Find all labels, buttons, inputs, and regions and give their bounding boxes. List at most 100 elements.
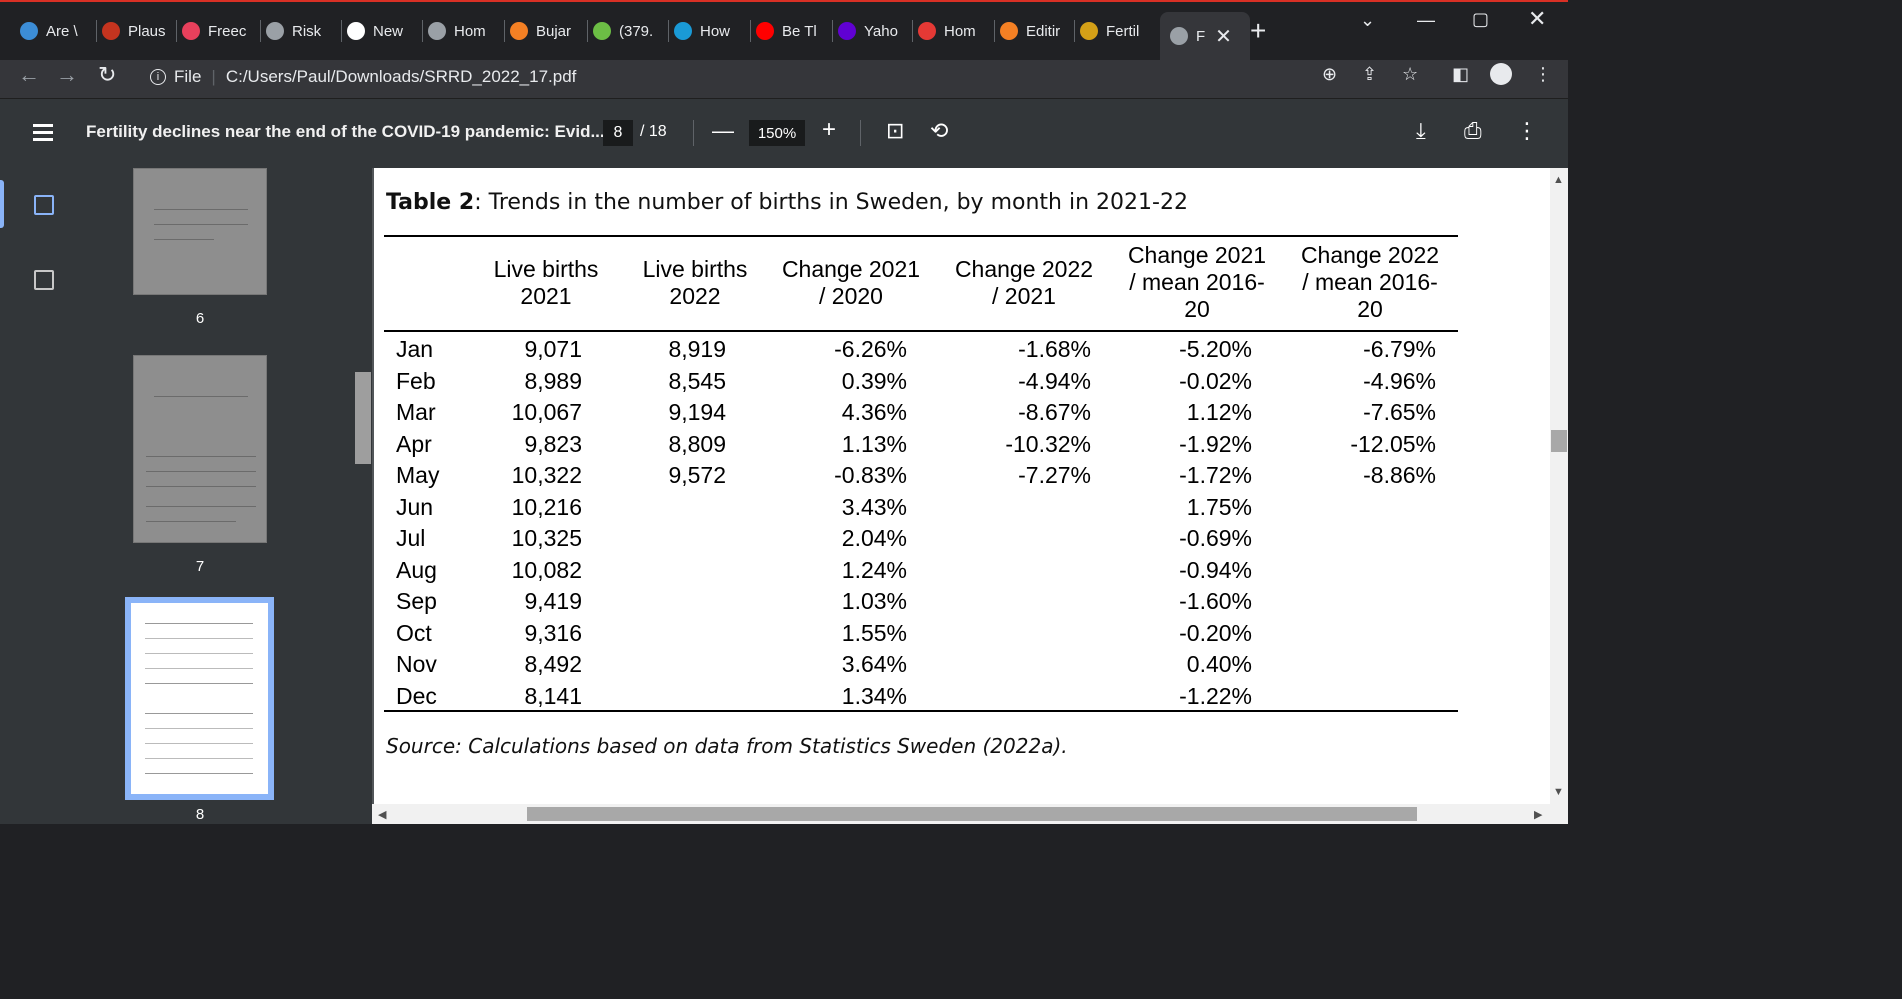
- browser-tab[interactable]: Hom: [428, 14, 500, 48]
- browser-menu-icon[interactable]: ⋮: [1534, 64, 1552, 84]
- info-icon[interactable]: i: [150, 69, 166, 85]
- browser-tab[interactable]: Are \: [20, 14, 92, 48]
- table-header-cell: Live births 2021: [461, 256, 631, 310]
- zoom-icon[interactable]: ⊕: [1322, 64, 1338, 84]
- table-title: Table 2: Trends in the number of births …: [386, 190, 1188, 215]
- tab-search-icon[interactable]: ⌄: [1360, 10, 1376, 30]
- close-window-icon[interactable]: ✕: [1528, 6, 1547, 31]
- close-tab-icon[interactable]: ✕: [1215, 25, 1232, 48]
- tab-separator: [668, 20, 669, 42]
- tab-separator: [994, 20, 995, 42]
- table-cell: -8.86%: [1363, 462, 1436, 488]
- browser-tab[interactable]: Risk: [266, 14, 338, 48]
- scroll-right-arrow-icon[interactable]: ▶: [1534, 809, 1543, 821]
- browser-tab[interactable]: (379.: [593, 14, 665, 48]
- table-bottom-rule: [384, 710, 1458, 712]
- thumbnails-view-icon[interactable]: [34, 195, 54, 215]
- side-panel-icon[interactable]: ◧: [1452, 64, 1470, 84]
- browser-tab[interactable]: Freec: [182, 14, 258, 48]
- scroll-left-arrow-icon[interactable]: ◀: [378, 809, 387, 821]
- tab-separator: [832, 20, 833, 42]
- page-total: / 18: [640, 123, 667, 140]
- back-icon[interactable]: ←: [18, 62, 40, 87]
- maximize-icon[interactable]: ▢: [1472, 9, 1490, 29]
- table-header-line: Change 2021: [1127, 242, 1267, 268]
- tab-separator: [422, 20, 423, 42]
- table-cell: 1.03%: [841, 588, 907, 614]
- more-actions-icon[interactable]: ⋮: [1516, 118, 1538, 143]
- sidebar-scrollbar-thumb[interactable]: [355, 372, 371, 464]
- table-cell: -6.79%: [1363, 336, 1436, 362]
- thumbnail-page-7[interactable]: [133, 355, 267, 543]
- tab-separator: [341, 20, 342, 42]
- table-cell: 8,919: [668, 336, 726, 362]
- forward-icon[interactable]: →: [56, 62, 78, 87]
- rotate-icon[interactable]: ⟲: [930, 118, 949, 143]
- table-row-month: Nov: [396, 651, 437, 677]
- page-horizontal-scrollbar-thumb[interactable]: [527, 807, 1417, 821]
- browser-tab[interactable]: Yaho: [838, 14, 910, 48]
- address-separator: |: [211, 67, 216, 86]
- yahoo-icon: [838, 22, 856, 40]
- new-tab-button[interactable]: +: [1250, 15, 1267, 46]
- table-header-line: Change 2021: [781, 256, 921, 282]
- table-header-line: Live births: [493, 256, 599, 282]
- table-cell: 9,194: [668, 399, 726, 425]
- browser-tab[interactable]: Bujar: [510, 14, 584, 48]
- browser-tab[interactable]: Editir: [1000, 14, 1072, 48]
- profile-avatar-icon[interactable]: [1490, 63, 1512, 85]
- browser-tab[interactable]: Fertil: [1080, 14, 1144, 48]
- outline-view-icon[interactable]: [34, 270, 54, 290]
- table-cell: -4.96%: [1363, 367, 1436, 394]
- tab-separator: [750, 20, 751, 42]
- sidebar-selected-indicator: [0, 180, 4, 228]
- table-row-month: Apr: [396, 430, 432, 457]
- table-cell: -7.65%: [1363, 399, 1436, 425]
- bookmark-star-icon[interactable]: ☆: [1402, 64, 1419, 84]
- scroll-down-arrow-icon[interactable]: ▼: [1553, 786, 1564, 798]
- browser-tab-label: Editir: [1026, 22, 1061, 40]
- download-icon[interactable]: ⤓: [1416, 118, 1426, 143]
- zoom-in-button[interactable]: +: [822, 116, 837, 143]
- table-cell: -1.60%: [1179, 588, 1252, 614]
- browser-tab[interactable]: Plaus: [102, 14, 174, 48]
- address-bar[interactable]: i File | C:/Users/Paul/Downloads/SRRD_20…: [136, 62, 1436, 92]
- table-header-line: / 2021: [992, 283, 1056, 309]
- page-vertical-scrollbar-thumb[interactable]: [1551, 430, 1567, 452]
- sidebar-scrollbar[interactable]: [354, 178, 372, 824]
- table-cell: 0.40%: [1186, 651, 1252, 677]
- browser-tab[interactable]: Be Tl: [756, 14, 830, 48]
- table-cell: 10,322: [511, 462, 582, 488]
- pdf-page: Table 2: Trends in the number of births …: [374, 168, 1550, 804]
- print-icon[interactable]: ⎙: [1464, 118, 1482, 143]
- table-row-month: May: [396, 462, 440, 488]
- table-row-month: Mar: [396, 399, 436, 425]
- table-cell: -4.94%: [1018, 367, 1091, 394]
- browser-tab[interactable]: How: [674, 14, 746, 48]
- zoom-level-input[interactable]: 150%: [749, 120, 805, 146]
- browser-tab-label: Be Tl: [782, 22, 817, 40]
- thumbnail-page-8[interactable]: [125, 597, 274, 800]
- table-cell: 1.34%: [841, 682, 907, 709]
- page-number-input[interactable]: 8: [603, 120, 633, 146]
- table-cell: 8,809: [668, 430, 726, 457]
- browser-tab[interactable]: F ✕: [1160, 12, 1250, 60]
- fit-page-icon[interactable]: ⊡: [886, 118, 905, 143]
- browser-tab[interactable]: New: [347, 14, 419, 48]
- reload-icon[interactable]: ↻: [98, 62, 117, 87]
- page-vertical-scrollbar[interactable]: [1550, 168, 1568, 824]
- table-cell: 1.12%: [1186, 399, 1252, 425]
- zoom-out-button[interactable]: —: [712, 118, 734, 143]
- thumbnail-page-6[interactable]: [133, 168, 267, 295]
- tab-separator: [176, 20, 177, 42]
- scroll-up-arrow-icon[interactable]: ▲: [1553, 174, 1564, 186]
- menu-icon[interactable]: [33, 124, 53, 142]
- share-icon[interactable]: ⇪: [1362, 64, 1378, 84]
- minimize-icon[interactable]: —: [1417, 10, 1435, 30]
- scheme-label: File: [174, 67, 202, 86]
- browser-tab-label: Risk: [292, 22, 322, 40]
- bi-logo-icon: [102, 22, 120, 40]
- globe-icon: [428, 22, 446, 40]
- url-text[interactable]: C:/Users/Paul/Downloads/SRRD_2022_17.pdf: [225, 67, 577, 86]
- browser-tab[interactable]: Hom: [918, 14, 990, 48]
